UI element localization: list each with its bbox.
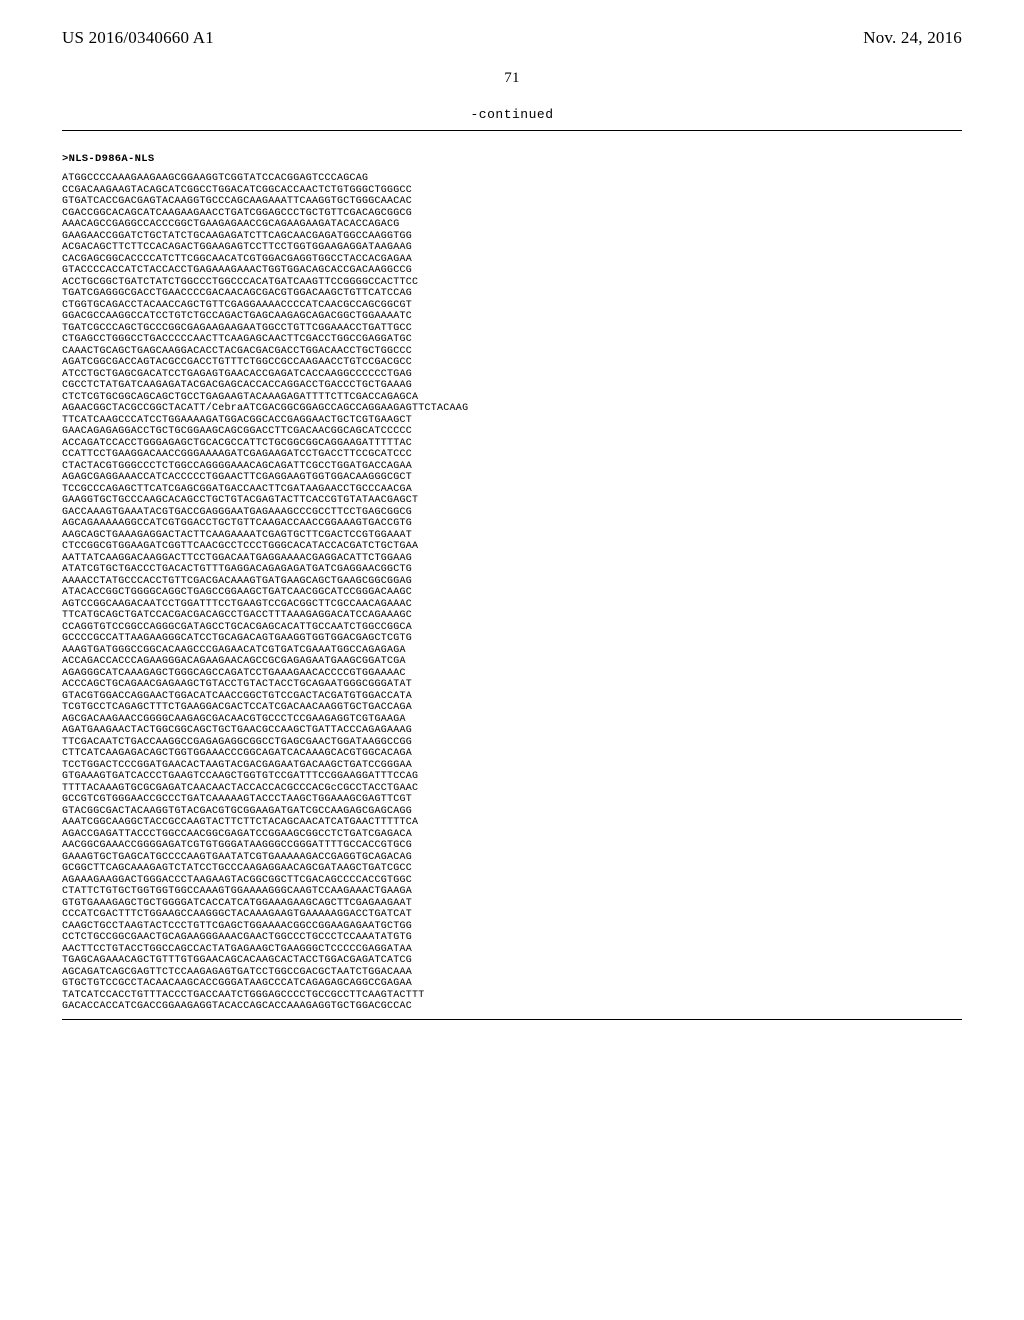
- page-header: US 2016/0340660 A1 Nov. 24, 2016: [0, 0, 1024, 48]
- publication-date: Nov. 24, 2016: [863, 28, 962, 48]
- page: US 2016/0340660 A1 Nov. 24, 2016 71 -con…: [0, 0, 1024, 1320]
- continued-label: -continued: [0, 107, 1024, 122]
- page-number: 71: [0, 70, 1024, 87]
- sequence-body: ATGGCCCCAAAGAAGAAGCGGAAGGTCGGTATCCACGGAG…: [62, 173, 962, 1013]
- publication-number: US 2016/0340660 A1: [62, 28, 214, 48]
- rule-bottom: [62, 1019, 962, 1020]
- sequence-label: >NLS-D986A-NLS: [62, 153, 962, 165]
- rule-top: [62, 130, 962, 131]
